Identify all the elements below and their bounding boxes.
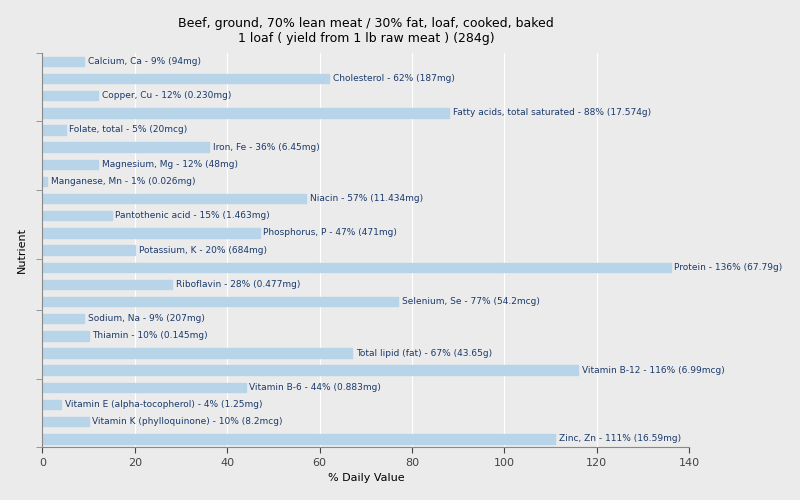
Text: Potassium, K - 20% (684mg): Potassium, K - 20% (684mg) [138, 246, 266, 254]
Y-axis label: Nutrient: Nutrient [17, 227, 26, 273]
Text: Cholesterol - 62% (187mg): Cholesterol - 62% (187mg) [333, 74, 454, 83]
Text: Calcium, Ca - 9% (94mg): Calcium, Ca - 9% (94mg) [88, 57, 201, 66]
Text: Selenium, Se - 77% (54.2mcg): Selenium, Se - 77% (54.2mcg) [402, 297, 540, 306]
Bar [42, 228, 260, 237]
Bar [42, 417, 89, 426]
Bar [42, 108, 449, 118]
Bar [42, 382, 246, 392]
Text: Folate, total - 5% (20mcg): Folate, total - 5% (20mcg) [70, 126, 187, 134]
Bar [42, 331, 89, 340]
Text: Phosphorus, P - 47% (471mg): Phosphorus, P - 47% (471mg) [263, 228, 397, 237]
Text: Zinc, Zn - 111% (16.59mg): Zinc, Zn - 111% (16.59mg) [559, 434, 681, 444]
Bar [42, 74, 329, 83]
Text: Total lipid (fat) - 67% (43.65g): Total lipid (fat) - 67% (43.65g) [356, 348, 492, 358]
Bar [42, 434, 555, 444]
Text: Magnesium, Mg - 12% (48mg): Magnesium, Mg - 12% (48mg) [102, 160, 238, 169]
Text: Vitamin B-6 - 44% (0.883mg): Vitamin B-6 - 44% (0.883mg) [250, 383, 382, 392]
Text: Fatty acids, total saturated - 88% (17.574g): Fatty acids, total saturated - 88% (17.5… [453, 108, 651, 118]
Bar [42, 160, 98, 169]
Text: Protein - 136% (67.79g): Protein - 136% (67.79g) [674, 262, 782, 272]
Bar [42, 297, 398, 306]
Bar [42, 176, 47, 186]
X-axis label: % Daily Value: % Daily Value [327, 474, 404, 484]
Text: Iron, Fe - 36% (6.45mg): Iron, Fe - 36% (6.45mg) [213, 142, 319, 152]
Text: Sodium, Na - 9% (207mg): Sodium, Na - 9% (207mg) [88, 314, 205, 323]
Bar [42, 91, 98, 101]
Bar [42, 126, 66, 134]
Text: Pantothenic acid - 15% (1.463mg): Pantothenic acid - 15% (1.463mg) [115, 212, 270, 220]
Bar [42, 246, 135, 255]
Text: Riboflavin - 28% (0.477mg): Riboflavin - 28% (0.477mg) [175, 280, 300, 289]
Bar [42, 194, 306, 203]
Text: Vitamin B-12 - 116% (6.99mcg): Vitamin B-12 - 116% (6.99mcg) [582, 366, 725, 374]
Title: Beef, ground, 70% lean meat / 30% fat, loaf, cooked, baked
1 loaf ( yield from 1: Beef, ground, 70% lean meat / 30% fat, l… [178, 16, 554, 44]
Bar [42, 348, 352, 358]
Bar [42, 142, 209, 152]
Text: Vitamin E (alpha-tocopherol) - 4% (1.25mg): Vitamin E (alpha-tocopherol) - 4% (1.25m… [65, 400, 262, 409]
Bar [42, 366, 578, 375]
Bar [42, 314, 84, 324]
Text: Thiamin - 10% (0.145mg): Thiamin - 10% (0.145mg) [92, 332, 208, 340]
Bar [42, 280, 172, 289]
Text: Manganese, Mn - 1% (0.026mg): Manganese, Mn - 1% (0.026mg) [51, 177, 195, 186]
Text: Niacin - 57% (11.434mg): Niacin - 57% (11.434mg) [310, 194, 422, 203]
Bar [42, 262, 670, 272]
Bar [42, 211, 112, 220]
Text: Vitamin K (phylloquinone) - 10% (8.2mcg): Vitamin K (phylloquinone) - 10% (8.2mcg) [92, 417, 283, 426]
Text: Copper, Cu - 12% (0.230mg): Copper, Cu - 12% (0.230mg) [102, 91, 231, 100]
Bar [42, 56, 84, 66]
Bar [42, 400, 61, 409]
